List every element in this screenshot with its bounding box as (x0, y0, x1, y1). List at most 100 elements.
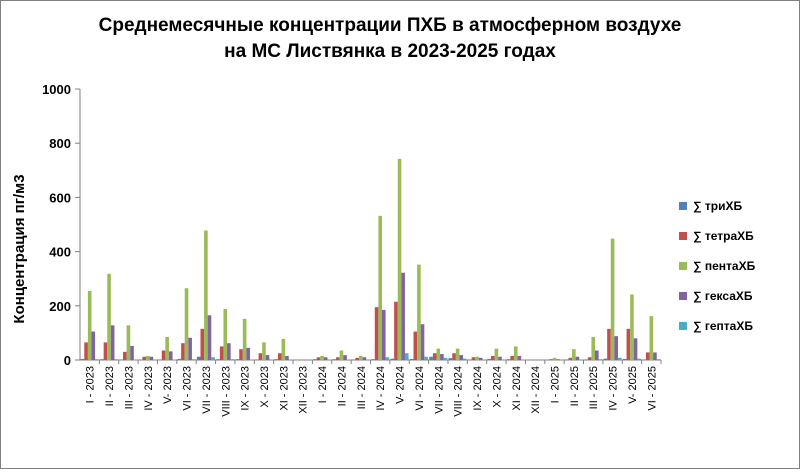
bar (84, 342, 88, 360)
bar (472, 357, 476, 360)
bar (607, 329, 611, 360)
legend-label: ∑ пентаХБ (693, 259, 756, 273)
bar (142, 357, 146, 360)
x-tick-label: I - 2025 (549, 366, 561, 403)
bar (394, 302, 398, 360)
bar (246, 348, 250, 360)
bar (95, 359, 99, 360)
bar (282, 339, 286, 360)
bar (463, 359, 467, 360)
x-tick-label: V- 2023 (162, 366, 174, 404)
legend-swatch (679, 232, 687, 240)
bar (239, 349, 243, 360)
bar (114, 359, 118, 360)
legend-swatch (679, 262, 687, 270)
bar (347, 359, 351, 360)
bar (614, 336, 618, 360)
x-tick-label: IV - 2023 (143, 366, 155, 411)
x-tick-label: I - 2024 (317, 366, 329, 403)
x-tick-label: XI - 2024 (511, 366, 523, 411)
bar (104, 342, 108, 360)
bar (514, 346, 518, 360)
bar (421, 324, 425, 360)
bar (576, 357, 580, 360)
chart-title-line-1: Среднемесячные концентрации ПХБ в атмосф… (99, 15, 682, 36)
bar (491, 356, 495, 360)
legend-swatch (679, 202, 687, 210)
x-tick-label: VII - 2024 (433, 366, 445, 414)
bar (211, 357, 215, 360)
bar (459, 355, 463, 360)
bar (278, 353, 282, 360)
bar (417, 265, 421, 360)
y-tick-label: 400 (49, 245, 71, 260)
bar (88, 291, 92, 360)
bar (414, 332, 418, 360)
bar (134, 359, 138, 360)
bar (440, 354, 444, 360)
bar (591, 337, 595, 360)
bar (324, 357, 328, 360)
x-tick-label: II - 2024 (336, 366, 348, 406)
bar (391, 359, 395, 360)
bar (398, 159, 402, 360)
x-tick-label: II - 2025 (569, 366, 581, 406)
x-tick-label: VIII - 2024 (453, 366, 465, 417)
bar (127, 325, 131, 360)
bar (119, 359, 123, 360)
bar (386, 357, 390, 360)
bar (604, 359, 608, 360)
y-tick-label: 0 (64, 353, 71, 368)
bar (429, 357, 433, 360)
bar (618, 358, 622, 360)
x-tick-label: XI - 2023 (278, 366, 290, 411)
y-tick-label: 600 (49, 190, 71, 205)
bar (510, 356, 514, 360)
bar (262, 342, 266, 360)
bar (653, 352, 657, 360)
bar (521, 359, 525, 360)
bar (223, 309, 227, 360)
legend-label: ∑ гексаХБ (693, 289, 753, 303)
x-tick-label: III - 2023 (123, 366, 135, 409)
bar (375, 307, 379, 360)
x-tick-label: IX - 2024 (472, 366, 484, 411)
x-tick-label: IV - 2024 (375, 366, 387, 411)
bar (250, 359, 254, 360)
bar (444, 358, 448, 360)
bar (236, 359, 240, 360)
bar (243, 319, 247, 360)
bar (452, 353, 456, 360)
x-tick-label: IV - 2025 (608, 366, 620, 411)
x-tick-label: VII - 2023 (201, 366, 213, 414)
bar (568, 358, 572, 360)
bar (378, 216, 382, 360)
bar (220, 346, 224, 360)
bar (410, 359, 414, 360)
bar (352, 359, 356, 360)
bar (565, 359, 569, 360)
bar (204, 230, 208, 360)
bar (266, 355, 270, 360)
bar (285, 356, 289, 360)
x-tick-label: X - 2024 (491, 366, 503, 408)
bar (642, 359, 646, 360)
bar (216, 359, 220, 360)
bar (468, 359, 472, 360)
bar (433, 353, 437, 360)
bar (327, 359, 331, 360)
y-tick-label: 800 (49, 136, 71, 151)
bar (332, 359, 336, 360)
chart-title-line-2: на МС Листвянка в 2023-2025 годах (224, 41, 556, 62)
bar (549, 359, 553, 360)
bar (579, 359, 583, 360)
x-tick-label: XII - 2023 (298, 366, 310, 414)
bar (158, 359, 162, 360)
x-tick-label: VIII - 2023 (220, 366, 232, 417)
bar (274, 359, 278, 360)
bar (595, 351, 599, 360)
bar (208, 315, 212, 360)
bar (340, 351, 344, 360)
bar (192, 359, 196, 360)
